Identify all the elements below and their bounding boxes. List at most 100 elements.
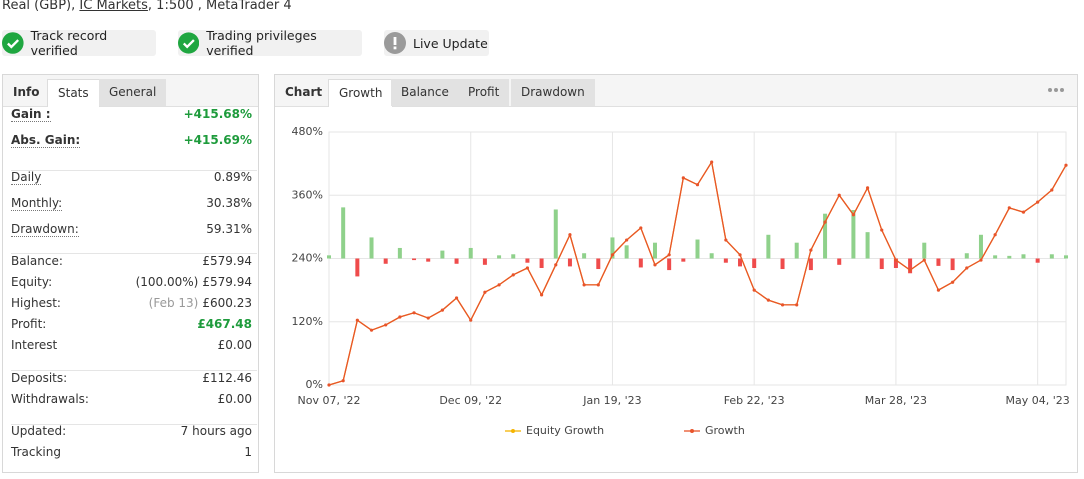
daily-bar — [511, 254, 516, 259]
daily-bar — [638, 258, 643, 268]
point — [426, 316, 430, 320]
daily-bar — [893, 258, 898, 268]
point — [965, 266, 969, 270]
stat-value: £0.00 — [217, 338, 252, 352]
point — [369, 328, 374, 332]
point — [837, 193, 841, 197]
daily-bar — [752, 258, 757, 268]
point — [483, 290, 487, 294]
point — [908, 268, 912, 272]
stats-panel: Info Stats General Gain : +415.68% Abs. Ga… — [2, 74, 259, 473]
tab[interactable]: Stats — [47, 79, 100, 107]
daily-bar — [950, 258, 955, 271]
account-header: Real (GBP), IC Markets, 1:500 , MetaTrad… — [2, 0, 292, 13]
separator — [11, 370, 257, 371]
daily-bar — [426, 258, 431, 262]
stat-value: +415.69% — [183, 133, 252, 147]
stat-label: Monthly: — [11, 196, 63, 211]
daily-bar — [879, 258, 884, 270]
stat-label: Withdrawals: — [11, 392, 89, 406]
account-type: Real (GBP), — [2, 0, 76, 13]
tab[interactable]: Drawdown — [511, 79, 595, 106]
daily-bar — [567, 258, 572, 267]
point — [440, 308, 444, 312]
point — [653, 263, 657, 267]
point — [979, 258, 983, 262]
daily-bar — [468, 247, 473, 259]
daily-bar — [1064, 255, 1068, 259]
tab[interactable]: Growth — [328, 79, 394, 107]
stat-value: £579.94 — [202, 254, 252, 268]
point — [610, 253, 615, 257]
point — [851, 213, 856, 217]
point — [497, 283, 501, 287]
point — [823, 220, 827, 224]
stat-label: Profit: — [11, 317, 47, 331]
point — [780, 303, 785, 307]
x-tick-label: Feb 22, '23 — [724, 394, 785, 407]
daily-bar — [780, 258, 785, 270]
point — [695, 183, 700, 187]
tab[interactable]: Balance — [391, 79, 459, 106]
daily-bar — [652, 242, 657, 259]
point — [582, 283, 586, 287]
point — [1021, 210, 1026, 214]
tab[interactable]: Info — [13, 85, 40, 99]
stat-value: 7 hours ago — [180, 424, 252, 438]
daily-bar — [454, 258, 459, 264]
stat-value: 0.89% — [213, 170, 252, 184]
daily-bar — [723, 258, 728, 263]
stat-value: (100.00%) £579.94 — [135, 275, 252, 289]
daily-bar — [993, 255, 998, 259]
stat-label: Daily — [11, 170, 42, 185]
daily-bar — [1021, 254, 1026, 259]
point — [525, 266, 530, 270]
stat-label: Highest: — [11, 296, 61, 310]
separator — [11, 253, 257, 254]
stat-label: Updated: — [11, 424, 67, 438]
point — [539, 293, 544, 297]
daily-bar — [851, 210, 856, 259]
daily-bar — [553, 209, 558, 259]
point — [724, 238, 728, 242]
tab[interactable]: General — [99, 79, 167, 106]
point — [1007, 206, 1011, 210]
daily-bar — [667, 258, 672, 271]
daily-bar — [610, 237, 615, 259]
stat-label: Equity: — [11, 275, 53, 289]
tab[interactable]: Chart — [285, 85, 323, 99]
daily-bar — [341, 207, 346, 259]
stat-note: (Feb 13) — [148, 296, 199, 310]
point — [568, 233, 572, 237]
daily-bar — [582, 253, 587, 259]
daily-bar — [908, 258, 913, 274]
broker-link[interactable]: IC Markets — [79, 0, 148, 13]
point — [639, 226, 643, 230]
legend-label: Equity Growth — [526, 424, 604, 437]
badge: Live Update — [384, 30, 489, 56]
daily-bar — [794, 242, 799, 259]
daily-bar — [964, 253, 969, 259]
point — [809, 248, 813, 252]
daily-bar — [539, 258, 544, 268]
daily-bar — [369, 237, 374, 259]
stat-value: +415.68% — [183, 107, 252, 121]
stat-value: 30.38% — [206, 196, 252, 210]
tab[interactable]: Profit — [458, 79, 510, 106]
info-icon — [384, 32, 406, 54]
point — [993, 233, 997, 237]
badge-label: Trading privileges verified — [206, 28, 317, 58]
daily-bar — [823, 213, 828, 259]
daily-bar — [709, 253, 714, 259]
stat-label: Interest — [11, 338, 58, 352]
point — [667, 253, 671, 257]
chart-panel: Chart Growth Balance Profit Drawdown — [274, 74, 1078, 473]
point — [554, 263, 558, 267]
legend-label: Growth — [705, 424, 745, 437]
y-tick-label: 0% — [306, 378, 323, 391]
daily-bar — [865, 232, 870, 259]
point — [951, 280, 955, 284]
point — [341, 379, 345, 383]
menu-icon[interactable] — [1048, 88, 1064, 92]
